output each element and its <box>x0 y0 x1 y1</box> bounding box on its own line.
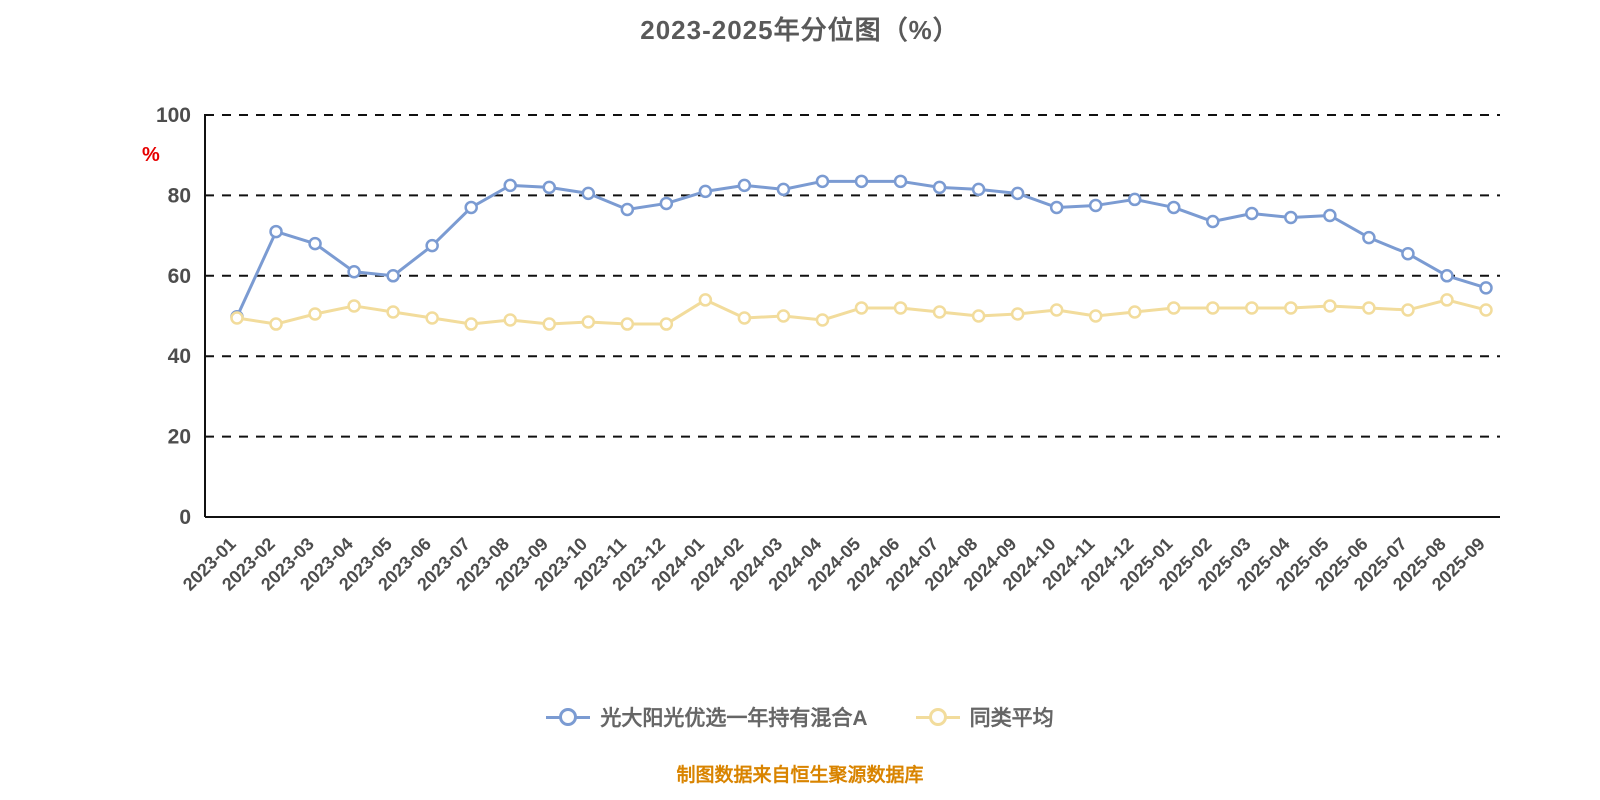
data-point-marker <box>1167 301 1181 315</box>
y-tick-label: 0 <box>179 506 191 529</box>
data-point-marker <box>1440 269 1454 283</box>
legend: 光大阳光优选一年持有混合A 同类平均 <box>0 702 1600 732</box>
data-point-marker <box>620 202 635 217</box>
data-point-marker <box>386 305 400 319</box>
data-point-marker <box>308 236 322 251</box>
data-point-marker <box>971 182 986 197</box>
data-point-marker <box>698 293 713 307</box>
data-point-marker <box>854 301 869 315</box>
data-point-marker <box>347 299 361 313</box>
data-point-marker <box>1167 200 1181 215</box>
y-axis-unit-label: % <box>142 144 160 166</box>
data-point-marker <box>269 317 283 331</box>
data-point-marker <box>1284 210 1298 225</box>
y-tick-label: 100 <box>156 104 191 127</box>
data-point-marker <box>1206 214 1220 229</box>
data-point-marker <box>659 196 674 211</box>
data-source-note: 制图数据来自恒生聚源数据库 <box>676 765 924 786</box>
data-point-marker <box>1323 299 1337 313</box>
data-point-marker <box>1479 281 1493 295</box>
data-point-marker <box>581 186 596 201</box>
series-line <box>235 179 1488 319</box>
y-tick-label: 60 <box>168 265 191 288</box>
data-point-marker <box>581 315 596 329</box>
data-point-marker <box>347 265 361 279</box>
data-point-marker <box>1284 301 1298 315</box>
data-point-marker <box>1088 198 1103 213</box>
data-point-marker <box>776 309 791 323</box>
data-point-marker <box>503 313 517 327</box>
data-point-marker <box>620 317 635 331</box>
peer-series-marker-icon <box>915 707 960 727</box>
legend-item-peer-average[interactable]: 同类平均 <box>915 702 1054 732</box>
data-point-marker <box>893 301 908 315</box>
data-point-marker <box>1401 246 1415 261</box>
data-point-marker <box>1440 293 1454 307</box>
data-point-marker <box>542 180 556 195</box>
data-point-marker <box>230 311 244 325</box>
data-point-marker <box>893 174 908 189</box>
data-point-marker <box>737 311 752 325</box>
data-point-marker <box>932 180 947 195</box>
legend-label-fund: 光大阳光优选一年持有混合A <box>600 707 868 730</box>
data-point-marker <box>1049 303 1064 317</box>
data-point-marker <box>659 317 674 331</box>
data-point-marker <box>932 305 947 319</box>
data-point-marker <box>386 269 400 283</box>
data-point-marker <box>1362 301 1376 315</box>
data-point-marker <box>269 224 283 239</box>
data-point-marker <box>1127 305 1142 319</box>
data-point-marker <box>308 307 322 321</box>
chart-title: 2023-2025年分位图（%） <box>640 15 960 45</box>
data-point-marker <box>1323 208 1337 223</box>
data-point-marker <box>1088 309 1103 323</box>
data-point-marker <box>425 311 439 325</box>
data-point-marker <box>1206 301 1220 315</box>
y-tick-label: 20 <box>168 426 191 449</box>
data-point-marker <box>1127 192 1142 207</box>
data-point-marker <box>464 200 478 215</box>
data-point-marker <box>815 313 830 327</box>
y-tick-label: 80 <box>168 184 191 207</box>
data-point-marker <box>1049 200 1064 215</box>
data-point-marker <box>1245 301 1259 315</box>
data-point-marker <box>698 184 713 199</box>
data-point-marker <box>1245 206 1259 221</box>
fund-series-marker-icon <box>546 707 591 727</box>
data-point-marker <box>1401 303 1415 317</box>
data-point-marker <box>1362 230 1376 245</box>
data-point-marker <box>542 317 556 331</box>
data-point-marker <box>1479 303 1493 317</box>
legend-label-peer-average: 同类平均 <box>969 707 1054 730</box>
data-point-marker <box>1010 307 1025 321</box>
data-point-marker <box>815 174 830 189</box>
data-point-marker <box>737 178 752 193</box>
data-point-marker <box>464 317 478 331</box>
y-tick-label: 40 <box>168 345 191 368</box>
legend-item-fund[interactable]: 光大阳光优选一年持有混合A <box>546 702 868 732</box>
data-point-marker <box>971 309 986 323</box>
data-point-marker <box>503 178 517 193</box>
data-point-marker <box>1010 186 1025 201</box>
plot-area: 0204060801002023-012023-022023-032023-04… <box>156 104 1500 595</box>
data-point-marker <box>425 238 439 253</box>
data-point-marker <box>776 182 791 197</box>
data-point-marker <box>854 174 869 189</box>
